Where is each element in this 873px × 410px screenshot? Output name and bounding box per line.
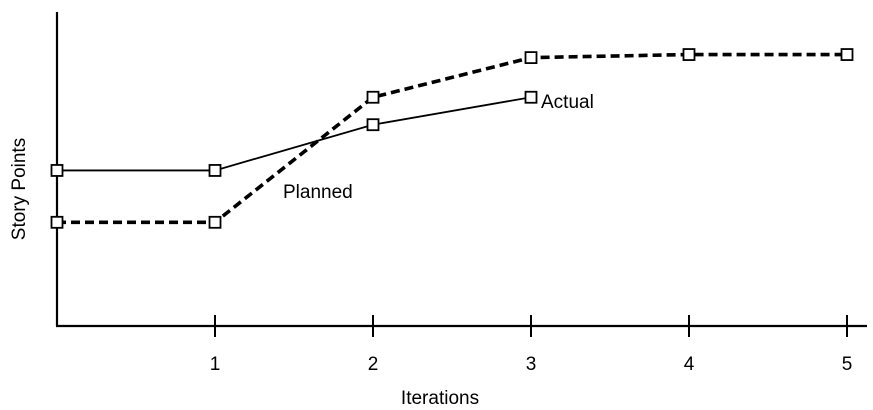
- x-tick-label: 5: [842, 354, 853, 375]
- x-tick-label: 2: [368, 354, 379, 375]
- x-tick-label: 1: [210, 354, 221, 375]
- series-line-planned: [57, 52, 847, 225]
- data-point-planned: [682, 48, 696, 61]
- y-axis-label: Story Points: [9, 138, 30, 240]
- x-ticks: 1 2 3 4 5: [210, 315, 853, 375]
- series-line-actual: [57, 96, 532, 172]
- x-tick-label: 3: [526, 354, 537, 375]
- x-axis-label: Iterations: [401, 388, 479, 409]
- data-point-planned: [366, 90, 380, 104]
- series-label-planned: Planned: [283, 182, 353, 203]
- data-point-planned: [840, 48, 854, 61]
- series-label-actual: Actual: [541, 92, 594, 113]
- data-point-planned: [524, 51, 538, 64]
- x-tick-label: 4: [684, 354, 695, 375]
- series-lines: [57, 52, 847, 225]
- data-point-actual: [366, 118, 380, 132]
- data-point-actual: [208, 164, 222, 177]
- data-point-actual: [524, 90, 538, 104]
- series-markers: [50, 48, 854, 229]
- data-point-planned: [50, 215, 64, 229]
- data-point-planned: [208, 215, 222, 229]
- data-point-actual: [50, 164, 64, 177]
